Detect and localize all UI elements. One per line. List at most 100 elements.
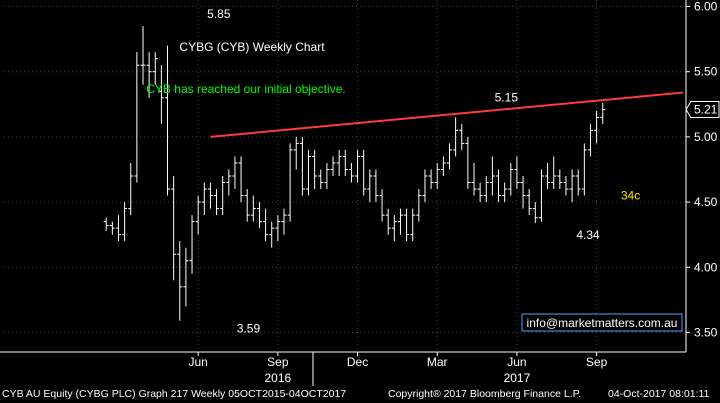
footer-timestamp: 04-Oct-2017 08:01:11 <box>608 388 710 400</box>
y-axis: 6.00 5.50 5.00 4.50 4.00 3.50 <box>4 0 718 352</box>
ohlc-bar <box>434 162 440 190</box>
ohlc-bar <box>165 45 171 196</box>
chart-subtitle: CYB has reached our initial objective. <box>146 82 345 96</box>
ohlc-bar <box>281 208 287 235</box>
ohlc-bar <box>496 169 502 203</box>
ohlc-bar <box>348 162 354 183</box>
ohlc-bar <box>379 189 385 222</box>
y-tick-label: 4.50 <box>694 195 718 209</box>
price-annotation: 5.15 <box>495 90 519 104</box>
ohlc-bar <box>146 52 152 98</box>
ohlc-bar <box>410 208 416 242</box>
ohlc-bar <box>299 136 305 196</box>
ohlc-bar <box>232 156 238 190</box>
ohlc-bar <box>422 169 428 203</box>
price-annotation: 4.34 <box>576 228 600 242</box>
ohlc-bar <box>502 182 508 203</box>
ohlc-bar <box>238 156 244 203</box>
ohlc-bar <box>330 156 336 176</box>
ohlc-bar <box>250 195 256 222</box>
price-annotation: 3.59 <box>237 322 261 336</box>
ohlc-bar <box>244 189 250 222</box>
ohlc-bar <box>465 136 471 190</box>
ohlc-bar <box>103 217 109 231</box>
email-text[interactable]: info@marketmatters.com.au <box>527 316 678 330</box>
ohlc-bar <box>489 156 495 196</box>
ohlc-bar <box>508 162 514 196</box>
ohlc-bar <box>183 247 189 307</box>
ohlc-bar <box>140 26 146 85</box>
ohlc-bar <box>293 136 299 170</box>
y-tick-label: 5.50 <box>694 65 718 79</box>
ohlc-bar <box>551 156 557 190</box>
ohlc-bar <box>581 143 587 196</box>
ohlc-bar <box>471 162 477 196</box>
ohlc-bar <box>201 182 207 216</box>
ohlc-bar <box>171 176 177 281</box>
ohlc-bar <box>324 162 330 190</box>
x-tick-label: Mar <box>427 355 448 369</box>
ohlc-bar <box>397 208 403 235</box>
y-tick-label: 3.50 <box>694 325 718 339</box>
y-tick-label: 6.00 <box>694 0 718 14</box>
ohlc-bar <box>557 169 563 190</box>
ohlc-bar <box>385 208 391 235</box>
ohlc-bar <box>373 169 379 203</box>
email-box[interactable]: info@marketmatters.com.au <box>521 313 683 332</box>
ohlc-bar <box>318 169 324 190</box>
ohlc-bar <box>538 169 544 222</box>
ohlc-bar <box>115 215 121 242</box>
ohlc-bar <box>526 189 532 216</box>
ohlc-bar <box>220 176 226 216</box>
y-tick-label: 5.00 <box>694 130 718 144</box>
ohlc-bar <box>287 143 293 222</box>
last-price-label: 5.21 <box>694 103 718 117</box>
ohlc-bar <box>336 149 342 176</box>
footer-bar: CYB AU Equity (CYBG PLC) Graph 217 Weekl… <box>0 386 720 403</box>
ohlc-bar <box>391 215 397 242</box>
ohlc-bar <box>361 149 367 196</box>
ohlc-bar <box>587 123 593 157</box>
ohlc-bar <box>109 221 115 235</box>
ohlc-bar <box>189 215 195 274</box>
chart-overlays: 5.85 3.59 5.15 4.34 34c 5.21 <box>207 7 720 336</box>
ohlc-bar <box>575 169 581 196</box>
price-annotation: 5.85 <box>207 7 231 21</box>
ohlc-bar <box>569 169 575 203</box>
ohlc-bar <box>477 182 483 203</box>
ohlc-bar <box>269 221 275 248</box>
ohlc-bar <box>342 149 348 176</box>
ohlc-bar <box>459 123 465 150</box>
x-tick-label: Sep <box>267 355 289 369</box>
ohlc-bar <box>483 176 489 203</box>
ohlc-bar <box>122 202 128 242</box>
ohlc-bar <box>214 189 220 216</box>
ohlc-bar <box>545 162 551 190</box>
ohlc-bar <box>563 176 569 196</box>
price-chart: 6.00 5.50 5.00 4.50 4.00 3.50 Jun Sep Dec Mar Jun… <box>0 0 720 386</box>
ohlc-series <box>103 26 606 321</box>
x-tick-label: Dec <box>347 355 368 369</box>
ohlc-bar <box>428 169 434 190</box>
resistance-trendline <box>210 91 684 138</box>
footer-security-info: CYB AU Equity (CYBG PLC) Graph 217 Weekl… <box>2 388 347 400</box>
ohlc-bar <box>195 195 201 235</box>
ohlc-bar <box>306 149 311 196</box>
ohlc-bar <box>532 202 538 223</box>
x-tick-label: Jun <box>507 355 526 369</box>
chart-title: CYBG (CYB) Weekly Chart <box>179 40 325 54</box>
ohlc-bar <box>263 208 269 242</box>
x-tick-label: Jun <box>188 355 207 369</box>
year-label: 2017 <box>504 371 531 385</box>
ohlc-bar <box>404 208 410 242</box>
ohlc-bar <box>207 182 213 209</box>
y-tick-label: 4.00 <box>694 260 718 274</box>
ohlc-bar <box>128 162 134 216</box>
price-annotation: 34c <box>621 189 640 203</box>
ohlc-bar <box>520 176 526 209</box>
footer-copyright: Copyright® 2017 Bloomberg Finance L.P. <box>388 388 582 400</box>
ohlc-bar <box>453 117 459 157</box>
ohlc-bar <box>416 189 422 222</box>
x-tick-label: Sep <box>586 355 608 369</box>
ohlc-bar <box>514 156 520 190</box>
